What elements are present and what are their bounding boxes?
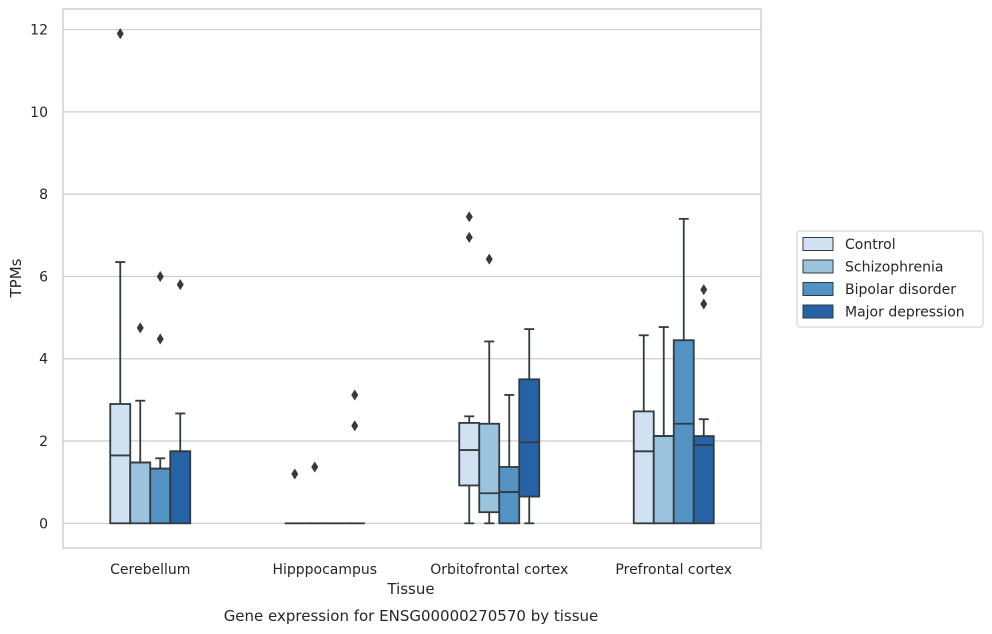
box-0-1 [284,468,305,525]
box-1-3 [652,326,675,525]
box-3-2 [518,328,541,525]
flier-1 [351,389,359,401]
y-tick-label-6: 6 [39,269,48,285]
y-axis-label: TPMs [7,258,25,298]
flier-0 [485,253,493,265]
x-tick-label-2: Orbitofrontal cortex [430,562,568,578]
flier-0 [116,28,124,40]
y-tick-label-4: 4 [39,352,48,368]
flier-0 [176,279,184,291]
box-body [169,450,192,525]
chart-caption: Gene expression for ENSG00000270570 by t… [224,607,599,625]
flier-0 [136,322,144,334]
box-0-0 [109,28,132,525]
legend-label-3: Major depression [845,305,965,321]
box-body [478,422,501,514]
box-3-1 [344,389,365,525]
box-3-0 [169,279,192,525]
legend-swatch-0 [802,237,834,251]
legend-label-0: Control [845,237,896,253]
box-1-1 [304,461,325,525]
flier-0 [351,420,359,432]
box-3-3 [692,284,715,525]
legend-label-1: Schizophrenia [845,260,943,276]
legend-swatch-2 [802,282,834,296]
legend-label-2: Bipolar disorder [845,282,956,298]
box-2-0 [149,270,172,525]
x-tick-label-1: Hipppocampus [272,562,377,578]
legend-swatch-1 [802,259,834,274]
y-tick-label-12: 12 [30,23,48,39]
flier-1 [465,211,473,223]
legend-frame [796,230,984,328]
box-body [458,422,481,487]
box-body [672,339,695,525]
flier-0 [465,231,473,243]
box-0-2 [458,211,481,525]
x-tick-labels: Cerebellum Hipppocampus Orbitofrontal cort… [110,562,732,578]
box-body [149,467,172,525]
y-tick-labels: 0 2 4 6 8 10 12 [30,23,48,533]
x-axis-label: Tissue [386,580,434,598]
y-tick-label-8: 8 [39,187,48,203]
box-body [652,435,675,525]
box-body [129,461,152,525]
plot-frame [62,8,762,549]
legend: Control Schizophrenia Bipolar disorder Majo… [796,230,984,328]
x-tick-label-3: Prefrontal cortex [615,562,732,578]
flier-0 [156,333,164,345]
x-tick-label-0: Cerebellum [110,562,190,578]
flier-0 [700,298,708,310]
flier-1 [700,284,708,296]
box-body [518,378,541,498]
box-body [632,410,655,525]
y-tick-label-2: 2 [39,434,48,450]
box-1-2 [478,253,501,525]
box-body [692,435,715,525]
box-2-3 [672,217,695,525]
box-body [109,403,132,525]
flier-0 [291,468,299,480]
y-tick-label-0: 0 [39,516,48,532]
flier-0 [311,461,319,473]
y-tick-label-10: 10 [30,105,48,121]
legend-swatch-3 [802,304,834,319]
box-body [498,466,521,525]
boxes [109,28,715,525]
flier-1 [156,270,164,282]
